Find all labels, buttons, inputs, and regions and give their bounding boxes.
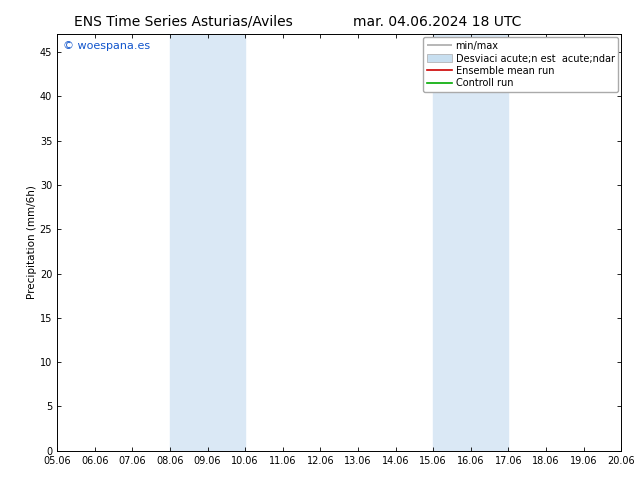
Text: © woespana.es: © woespana.es [63,41,150,50]
Y-axis label: Precipitation (mm/6h): Precipitation (mm/6h) [27,186,37,299]
Bar [433,34,508,451]
Text: mar. 04.06.2024 18 UTC: mar. 04.06.2024 18 UTC [353,15,522,29]
Legend: min/max, Desviaci acute;n est  acute;ndar, Ensemble mean run, Controll run: min/max, Desviaci acute;n est acute;ndar… [424,37,618,92]
Text: ENS Time Series Asturias/Aviles: ENS Time Series Asturias/Aviles [74,15,294,29]
Bar [170,34,245,451]
